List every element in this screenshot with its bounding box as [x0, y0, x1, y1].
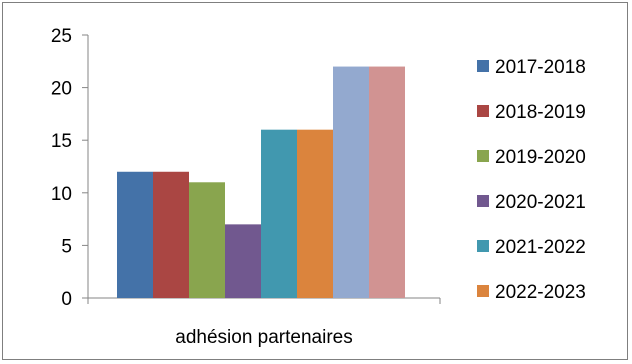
bar-series-8 — [369, 66, 405, 298]
legend-swatch — [477, 195, 489, 207]
legend-swatch — [477, 285, 489, 297]
legend-label: 2018-2019 — [495, 102, 586, 123]
bar-2020-2021 — [225, 224, 261, 298]
bar-2019-2020 — [189, 182, 225, 298]
legend-label: 2017-2018 — [495, 57, 586, 78]
y-tick-label: 15 — [51, 131, 72, 152]
bar-2017-2018 — [117, 171, 153, 298]
y-tick-label: 25 — [51, 26, 72, 47]
y-tick-label: 0 — [61, 289, 72, 310]
bar-2021-2022 — [261, 129, 297, 298]
legend-label: 2022-2023 — [495, 282, 586, 303]
legend-swatch — [477, 105, 489, 117]
y-tick-label: 10 — [51, 184, 72, 205]
bar-2018-2019 — [153, 171, 189, 298]
bar-2022-2023 — [297, 129, 333, 298]
legend-label: 2019-2020 — [495, 147, 586, 168]
y-tick-label: 5 — [61, 236, 72, 257]
legend-swatch — [477, 240, 489, 252]
legend-swatch — [477, 60, 489, 72]
legend-swatch — [477, 150, 489, 162]
bar-series-7 — [333, 66, 369, 298]
x-category-label: adhésion partenaires — [175, 327, 352, 348]
legend-label: 2020-2021 — [495, 192, 586, 213]
legend-label: 2021-2022 — [495, 237, 586, 258]
y-tick-label: 20 — [51, 79, 72, 100]
